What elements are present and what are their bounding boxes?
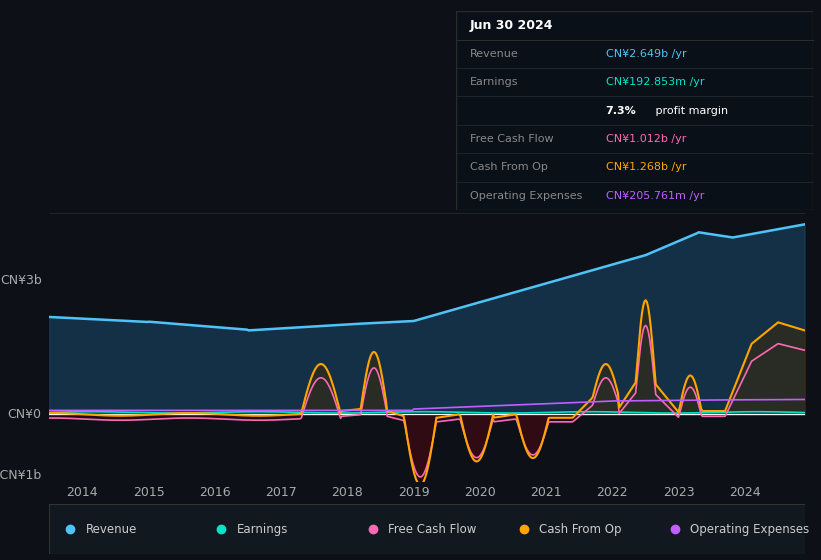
Text: CN¥205.761m /yr: CN¥205.761m /yr xyxy=(606,191,704,201)
Text: Earnings: Earnings xyxy=(236,522,288,536)
Text: Free Cash Flow: Free Cash Flow xyxy=(388,522,476,536)
Text: CN¥0: CN¥0 xyxy=(7,408,42,421)
Text: Revenue: Revenue xyxy=(470,49,519,59)
Text: CN¥192.853m /yr: CN¥192.853m /yr xyxy=(606,77,704,87)
Text: CN¥2.649b /yr: CN¥2.649b /yr xyxy=(606,49,686,59)
Text: Jun 30 2024: Jun 30 2024 xyxy=(470,19,553,32)
Text: Cash From Op: Cash From Op xyxy=(470,162,548,172)
Text: -CN¥1b: -CN¥1b xyxy=(0,469,42,482)
Text: 7.3%: 7.3% xyxy=(606,106,636,115)
Text: Operating Expenses: Operating Expenses xyxy=(470,191,582,201)
Text: Revenue: Revenue xyxy=(85,522,137,536)
Text: CN¥1.268b /yr: CN¥1.268b /yr xyxy=(606,162,686,172)
Text: CN¥3b: CN¥3b xyxy=(0,273,42,287)
Text: Operating Expenses: Operating Expenses xyxy=(690,522,809,536)
Text: Free Cash Flow: Free Cash Flow xyxy=(470,134,553,144)
Text: Cash From Op: Cash From Op xyxy=(539,522,621,536)
Text: CN¥1.012b /yr: CN¥1.012b /yr xyxy=(606,134,686,144)
Text: profit margin: profit margin xyxy=(652,106,728,115)
Text: Earnings: Earnings xyxy=(470,77,518,87)
